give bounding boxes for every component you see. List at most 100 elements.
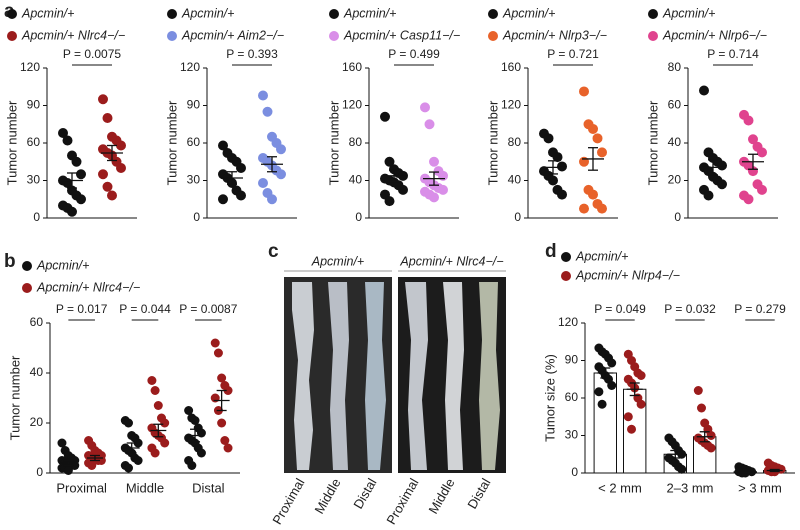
data-point bbox=[236, 190, 246, 201]
legend-label: Apcmin/+ bbox=[575, 249, 628, 263]
data-point bbox=[223, 443, 233, 453]
y-tick-label: 80 bbox=[349, 135, 363, 149]
panel-letter: c bbox=[268, 241, 279, 262]
data-point bbox=[697, 403, 706, 413]
data-point bbox=[607, 358, 617, 368]
data-point bbox=[71, 156, 82, 167]
y-tick-label: 90 bbox=[565, 353, 579, 367]
p-value: P = 0.499 bbox=[388, 47, 440, 61]
legend-label: Apcmin/+ bbox=[181, 6, 234, 20]
data-point bbox=[717, 160, 727, 171]
data-point bbox=[150, 448, 160, 458]
data-point bbox=[579, 86, 589, 97]
legend-marker bbox=[7, 31, 17, 41]
data-point bbox=[743, 194, 754, 205]
legend-marker bbox=[22, 261, 32, 271]
data-point bbox=[210, 338, 220, 348]
y-tick-label: 0 bbox=[36, 465, 43, 479]
legend-label: Apcmin/+ Nlrc4−/− bbox=[36, 280, 140, 294]
legend-marker bbox=[648, 31, 658, 41]
colon bbox=[365, 282, 386, 470]
data-point bbox=[160, 438, 170, 448]
y-tick-label: 20 bbox=[668, 173, 682, 187]
data-point bbox=[57, 438, 67, 448]
legend-marker bbox=[561, 271, 571, 281]
data-point bbox=[557, 161, 567, 172]
data-point bbox=[380, 111, 390, 122]
data-point bbox=[398, 184, 408, 195]
data-point bbox=[124, 463, 133, 473]
data-point bbox=[102, 113, 113, 123]
x-tick-label: > 3 mm bbox=[738, 480, 782, 495]
y-tick-label: 120 bbox=[558, 315, 578, 329]
legend-label: Apcmin/+ bbox=[662, 6, 715, 20]
data-point bbox=[116, 140, 126, 151]
data-point bbox=[258, 178, 268, 188]
data-point bbox=[543, 133, 554, 144]
y-tick-label: 0 bbox=[33, 210, 40, 224]
legend-marker bbox=[329, 9, 339, 19]
data-point bbox=[62, 135, 73, 146]
data-point bbox=[623, 412, 633, 422]
p-value: P = 0.279 bbox=[734, 302, 786, 316]
legend-label: Apcmin/+ bbox=[343, 6, 396, 20]
data-point bbox=[552, 152, 563, 163]
segment-label: Distal bbox=[350, 476, 379, 512]
data-point bbox=[153, 401, 163, 410]
y-axis-label: Tumor number bbox=[645, 100, 660, 185]
data-point bbox=[258, 90, 268, 101]
colon bbox=[405, 282, 428, 470]
data-point bbox=[717, 179, 727, 190]
colon bbox=[328, 282, 349, 470]
segment-label: Middle bbox=[425, 476, 457, 517]
data-point bbox=[196, 448, 206, 458]
data-point bbox=[262, 106, 273, 117]
data-point bbox=[743, 115, 754, 126]
data-point bbox=[424, 119, 435, 130]
y-tick-label: 160 bbox=[501, 60, 521, 74]
legend-marker bbox=[167, 31, 177, 41]
y-axis-label: Tumor number bbox=[4, 100, 19, 185]
data-point bbox=[677, 464, 687, 474]
data-point bbox=[757, 184, 767, 195]
x-tick-label: 2–3 mm bbox=[667, 480, 714, 495]
legend-label: Apcmin/+ bbox=[21, 6, 74, 20]
colon bbox=[292, 282, 314, 470]
data-point bbox=[384, 156, 395, 167]
legend-label: Apcmin/+ bbox=[36, 258, 89, 272]
data-point bbox=[124, 418, 133, 428]
y-tick-label: 40 bbox=[508, 173, 522, 187]
data-point bbox=[706, 443, 716, 453]
data-point bbox=[160, 418, 170, 428]
y-tick-label: 60 bbox=[27, 135, 41, 149]
y-tick-label: 20 bbox=[30, 415, 44, 429]
panel-c-photos bbox=[284, 277, 506, 473]
data-point bbox=[636, 371, 646, 380]
legend-marker bbox=[648, 9, 658, 19]
y-tick-label: 90 bbox=[187, 98, 201, 112]
y-tick-label: 60 bbox=[668, 98, 682, 112]
data-point bbox=[594, 387, 604, 397]
y-tick-label: 40 bbox=[349, 173, 363, 187]
y-axis-label: Tumor number bbox=[485, 100, 500, 185]
photo-title: Apcmin/+ Nlrc4−/− bbox=[399, 254, 503, 268]
y-axis-label: Tumor size (%) bbox=[542, 354, 557, 442]
data-point bbox=[67, 206, 77, 217]
data-point bbox=[588, 189, 598, 200]
data-point bbox=[102, 181, 113, 192]
y-axis-label: Tumor number bbox=[7, 355, 22, 440]
p-value: P = 0.0087 bbox=[179, 302, 237, 316]
data-point bbox=[579, 156, 589, 167]
data-point bbox=[607, 381, 617, 390]
x-tick-label: < 2 mm bbox=[598, 480, 642, 495]
p-value: P = 0.0075 bbox=[63, 47, 121, 61]
panel-letter: d bbox=[545, 241, 557, 262]
data-point bbox=[276, 169, 286, 180]
data-point bbox=[98, 94, 108, 105]
p-value: P = 0.714 bbox=[707, 47, 759, 61]
y-tick-label: 0 bbox=[514, 210, 521, 224]
data-point bbox=[218, 140, 228, 151]
legend-marker bbox=[167, 9, 177, 19]
segment-label: Distal bbox=[464, 476, 493, 512]
legend-marker bbox=[561, 252, 571, 262]
